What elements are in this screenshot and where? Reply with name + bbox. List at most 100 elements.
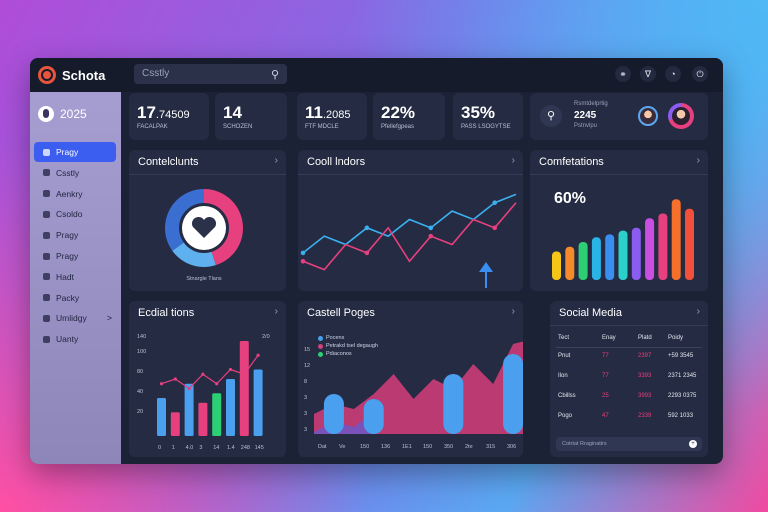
- bar[interactable]: [605, 234, 615, 280]
- bar[interactable]: [565, 246, 575, 280]
- area-bar[interactable]: [323, 394, 344, 434]
- search-input[interactable]: Csstly ⚲: [134, 64, 287, 84]
- hist-ytop: 140: [137, 334, 146, 340]
- legend-item[interactable]: Pdiaconos: [318, 351, 378, 357]
- add-icon[interactable]: +: [689, 440, 697, 448]
- bar[interactable]: [685, 208, 694, 280]
- bar[interactable]: [552, 251, 561, 281]
- stat-value: 17.74509: [137, 103, 190, 122]
- chevron-right-icon[interactable]: ›: [511, 155, 515, 166]
- chevron-right-icon[interactable]: ›: [696, 306, 700, 317]
- bar[interactable]: [618, 230, 628, 280]
- chevron-right-icon[interactable]: ›: [274, 306, 278, 317]
- sidebar-item-2[interactable]: Aenkry: [34, 184, 116, 204]
- bar[interactable]: [645, 218, 655, 280]
- chevron-right-icon[interactable]: ›: [511, 306, 515, 317]
- table-cell: 25: [602, 393, 609, 399]
- chevron-right-icon[interactable]: ›: [274, 155, 278, 166]
- table-row[interactable]: Pnut 77 2397 +59 3545: [550, 353, 708, 363]
- donut-segment[interactable]: [165, 189, 243, 267]
- search-icon[interactable]: ⚲: [270, 69, 279, 81]
- stat-card-1[interactable]: 17.74509 FACALPAK: [129, 93, 209, 140]
- stat-label: SCHOZEN: [223, 124, 253, 130]
- globe-icon[interactable]: ◔: [665, 66, 681, 82]
- avatar[interactable]: [638, 106, 658, 126]
- table-header-cell: Tect: [558, 335, 570, 341]
- line-point[interactable]: [492, 225, 497, 231]
- table-row[interactable]: Cbillss 25 3993 2293 0375: [550, 393, 708, 403]
- power-icon[interactable]: ⏻: [692, 66, 708, 82]
- line-point[interactable]: [300, 250, 306, 256]
- sidebar-item-7[interactable]: Packy: [34, 288, 116, 308]
- table-cell: 3993: [638, 393, 652, 399]
- hist-point: [215, 382, 219, 386]
- donut-caption: Stnargle Tlans: [186, 276, 222, 282]
- line-point[interactable]: [300, 258, 306, 264]
- sidebar-item-8[interactable]: Umlidgy >: [34, 308, 116, 328]
- legend-label: Pocens: [326, 335, 345, 341]
- line-point[interactable]: [364, 225, 370, 231]
- bar[interactable]: [658, 213, 668, 281]
- stat-card-3[interactable]: 11.2085 FTF MDCLE: [297, 93, 367, 140]
- legend-dot-icon: [318, 351, 323, 357]
- bar[interactable]: [170, 412, 180, 436]
- table-cell: 2397: [638, 353, 652, 359]
- bar[interactable]: [578, 242, 588, 280]
- legend-item[interactable]: Petrakd tsel degaugh: [318, 343, 378, 349]
- bar[interactable]: [212, 393, 222, 436]
- headset-icon[interactable]: ⚭: [615, 66, 631, 82]
- bar[interactable]: [157, 398, 166, 436]
- legend-item[interactable]: Pocens: [318, 335, 378, 341]
- brand-name: Schota: [62, 68, 106, 83]
- hist-xlabel: 1: [172, 445, 175, 451]
- sidebar-year[interactable]: 2025: [38, 106, 87, 122]
- sidebar-item-6[interactable]: Hadt: [34, 267, 116, 287]
- sidebar-item-5[interactable]: Pragy: [34, 246, 116, 266]
- stat-card-4[interactable]: 22% Pfellefgpeas: [373, 93, 445, 140]
- stat-value: 11.2085: [305, 103, 351, 122]
- stat-card-2[interactable]: 14 SCHOZEN: [215, 93, 287, 140]
- sidebar-item-0[interactable]: Pragy: [34, 142, 116, 162]
- line-panel: Cooll lndors ›: [298, 150, 523, 291]
- line-point[interactable]: [364, 250, 370, 256]
- table-row[interactable]: Ilon 77 3393 2371 2345: [550, 373, 708, 383]
- stat-value: 35%: [461, 103, 496, 122]
- social-footer-bar[interactable]: Cotrtat Rraginatirs +: [556, 437, 702, 451]
- social-panel: Social Media › Tect Enay Platd Poidy Pnut 77 2…: [550, 301, 708, 457]
- area-xlabel: 315: [486, 444, 495, 450]
- filter-icon[interactable]: ∇: [640, 66, 656, 82]
- legend-dot-icon: [318, 335, 323, 341]
- area-ytick: 15: [304, 347, 310, 353]
- bar[interactable]: [226, 379, 235, 436]
- chevron-right-icon[interactable]: ›: [696, 155, 700, 166]
- bar[interactable]: [671, 199, 681, 280]
- area-bar[interactable]: [363, 399, 384, 434]
- search-icon[interactable]: ⚲: [540, 105, 562, 127]
- bar[interactable]: [253, 369, 263, 437]
- nav-item-icon: [43, 210, 50, 218]
- bar[interactable]: [591, 237, 601, 280]
- hist-xlabel: 0: [158, 445, 161, 451]
- sidebar-item-9[interactable]: Uanty: [34, 329, 116, 349]
- bar[interactable]: [239, 341, 249, 436]
- sidebar-item-4[interactable]: Pragy: [34, 225, 116, 245]
- line-point[interactable]: [492, 200, 497, 206]
- line-point[interactable]: [428, 225, 434, 231]
- line-point[interactable]: [428, 233, 434, 239]
- chevron-right-icon[interactable]: >: [106, 313, 112, 324]
- avatar[interactable]: [668, 103, 694, 129]
- area-bar[interactable]: [503, 354, 523, 434]
- sidebar-item-1[interactable]: Csstly: [34, 163, 116, 183]
- sidebar-item-3[interactable]: Csoldo: [34, 204, 116, 224]
- brand-logo-icon[interactable]: [38, 66, 56, 84]
- nav-item-icon: [43, 252, 50, 260]
- profile-card[interactable]: ⚲ Rsmtdelprtig 2245 Pstnvlpu: [530, 93, 708, 140]
- bar[interactable]: [184, 383, 194, 436]
- table-row[interactable]: Pogo 47 2339 592 1033: [550, 413, 708, 423]
- donut-segment[interactable]: [165, 189, 243, 267]
- bar[interactable]: [198, 402, 208, 436]
- panel-title: Cooll lndors: [307, 156, 366, 168]
- area-bar[interactable]: [443, 374, 464, 434]
- stat-card-5[interactable]: 35% PASS LSOGYTSE: [453, 93, 523, 140]
- bar[interactable]: [631, 227, 641, 280]
